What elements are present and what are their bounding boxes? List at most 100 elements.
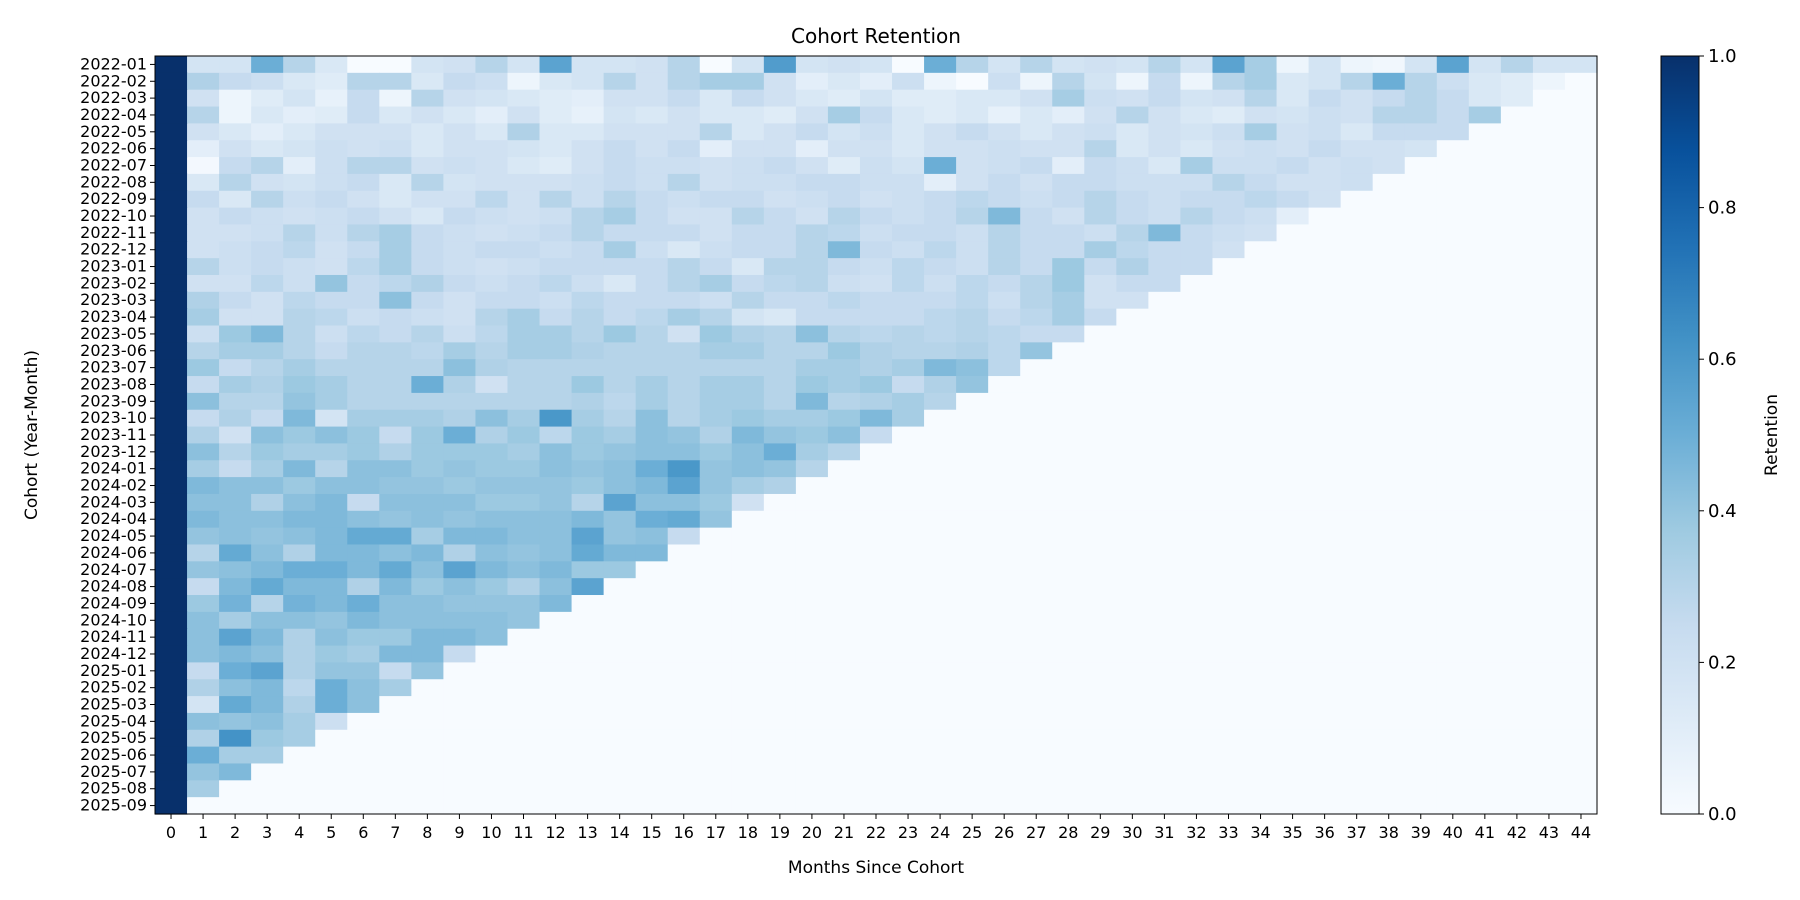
- heatmap-cell: [379, 611, 412, 630]
- heatmap-cell: [827, 679, 861, 697]
- heatmap-cell: [507, 561, 541, 579]
- heatmap-cell: [187, 797, 220, 815]
- heatmap-cell: [699, 123, 733, 141]
- heatmap-cell: [827, 628, 861, 647]
- heatmap-cell: [539, 409, 573, 428]
- heatmap-cell: [1020, 679, 1053, 697]
- heatmap-cell: [219, 409, 252, 428]
- heatmap-cell: [1404, 493, 1438, 512]
- heatmap-cell: [1052, 527, 1085, 546]
- heatmap-cell: [1020, 291, 1053, 310]
- heatmap-cell: [1500, 140, 1534, 158]
- heatmap-cell: [924, 729, 957, 748]
- heatmap-cell: [731, 157, 765, 175]
- heatmap-cell: [763, 106, 797, 124]
- heatmap-cell: [475, 207, 509, 226]
- heatmap-cell: [859, 679, 893, 697]
- heatmap-cell: [892, 89, 925, 108]
- heatmap-cell: [1564, 578, 1598, 596]
- heatmap-cell: [827, 89, 861, 108]
- heatmap-cell: [635, 241, 669, 259]
- x-tick-label: 37: [1346, 823, 1366, 842]
- heatmap-cell: [1180, 662, 1214, 680]
- heatmap-cell: [1564, 443, 1598, 461]
- heatmap-cell: [187, 510, 220, 529]
- heatmap-cell: [1308, 628, 1342, 647]
- heatmap-cell: [219, 797, 252, 815]
- heatmap-cell: [1084, 241, 1117, 259]
- heatmap-cell: [1436, 224, 1470, 242]
- heatmap-cell: [603, 106, 637, 124]
- heatmap-cell: [1148, 595, 1182, 613]
- heatmap-cell: [635, 628, 669, 647]
- heatmap-cell: [1404, 696, 1438, 714]
- heatmap-cell: [443, 274, 477, 293]
- heatmap-cell: [571, 106, 605, 124]
- heatmap-cell: [1404, 258, 1438, 276]
- heatmap-cell: [539, 763, 573, 781]
- heatmap-cell: [219, 662, 252, 680]
- heatmap-cell: [251, 173, 284, 192]
- heatmap-cell: [924, 561, 957, 579]
- heatmap-cell: [1436, 140, 1470, 158]
- heatmap-cell: [443, 477, 477, 495]
- heatmap-cell: [1468, 258, 1502, 276]
- heatmap-cell: [1180, 510, 1214, 529]
- heatmap-cell: [1052, 140, 1085, 158]
- heatmap-cell: [539, 241, 573, 259]
- heatmap-cell: [859, 157, 893, 175]
- heatmap-cell: [1564, 746, 1598, 765]
- heatmap-cell: [1340, 493, 1374, 512]
- y-tick-label: 2022-04: [80, 105, 147, 124]
- heatmap-cell: [1212, 780, 1246, 798]
- heatmap-cell: [1500, 426, 1534, 445]
- heatmap-cell: [155, 392, 188, 411]
- heatmap-cell: [1308, 679, 1342, 697]
- heatmap-cell: [571, 611, 605, 630]
- heatmap-cell: [988, 207, 1021, 226]
- heatmap-cell: [315, 157, 348, 175]
- heatmap-cell: [859, 712, 893, 731]
- heatmap-cell: [1468, 359, 1502, 377]
- heatmap-cell: [1020, 477, 1053, 495]
- heatmap-cell: [1148, 763, 1182, 781]
- heatmap-cell: [1436, 89, 1470, 108]
- heatmap-cell: [763, 376, 797, 394]
- heatmap-cell: [1340, 696, 1374, 714]
- heatmap-cell: [187, 443, 220, 461]
- heatmap-cell: [1180, 241, 1214, 259]
- heatmap-cell: [155, 493, 188, 512]
- heatmap-cell: [251, 763, 284, 781]
- heatmap-cell: [635, 746, 669, 765]
- heatmap-cell: [315, 308, 348, 327]
- heatmap-cell: [411, 729, 444, 748]
- heatmap-cell: [1372, 106, 1406, 124]
- heatmap-cell: [667, 696, 701, 714]
- heatmap-cell: [1468, 207, 1502, 226]
- heatmap-cell: [859, 443, 893, 461]
- heatmap-cell: [988, 157, 1021, 175]
- heatmap-cell: [1308, 224, 1342, 242]
- heatmap-cell: [1340, 325, 1374, 343]
- heatmap-cell: [347, 207, 380, 226]
- heatmap-cell: [1052, 106, 1085, 124]
- heatmap-cell: [219, 443, 252, 461]
- heatmap-cell: [1212, 291, 1246, 310]
- heatmap-cell: [251, 89, 284, 108]
- heatmap-cell: [1212, 190, 1246, 209]
- heatmap-cell: [988, 578, 1021, 596]
- heatmap-cell: [1052, 477, 1085, 495]
- heatmap-cell: [1372, 72, 1406, 91]
- heatmap-cell: [667, 325, 701, 343]
- heatmap-cell: [379, 493, 412, 512]
- heatmap-cell: [988, 763, 1021, 781]
- heatmap-cell: [1020, 712, 1053, 731]
- heatmap-cell: [699, 679, 733, 697]
- heatmap-cell: [1500, 696, 1534, 714]
- heatmap-cell: [827, 291, 861, 310]
- heatmap-cell: [1468, 527, 1502, 546]
- heatmap-cell: [1372, 392, 1406, 411]
- heatmap-cell: [1276, 274, 1310, 293]
- heatmap-cell: [1436, 106, 1470, 124]
- heatmap-cell: [411, 72, 444, 91]
